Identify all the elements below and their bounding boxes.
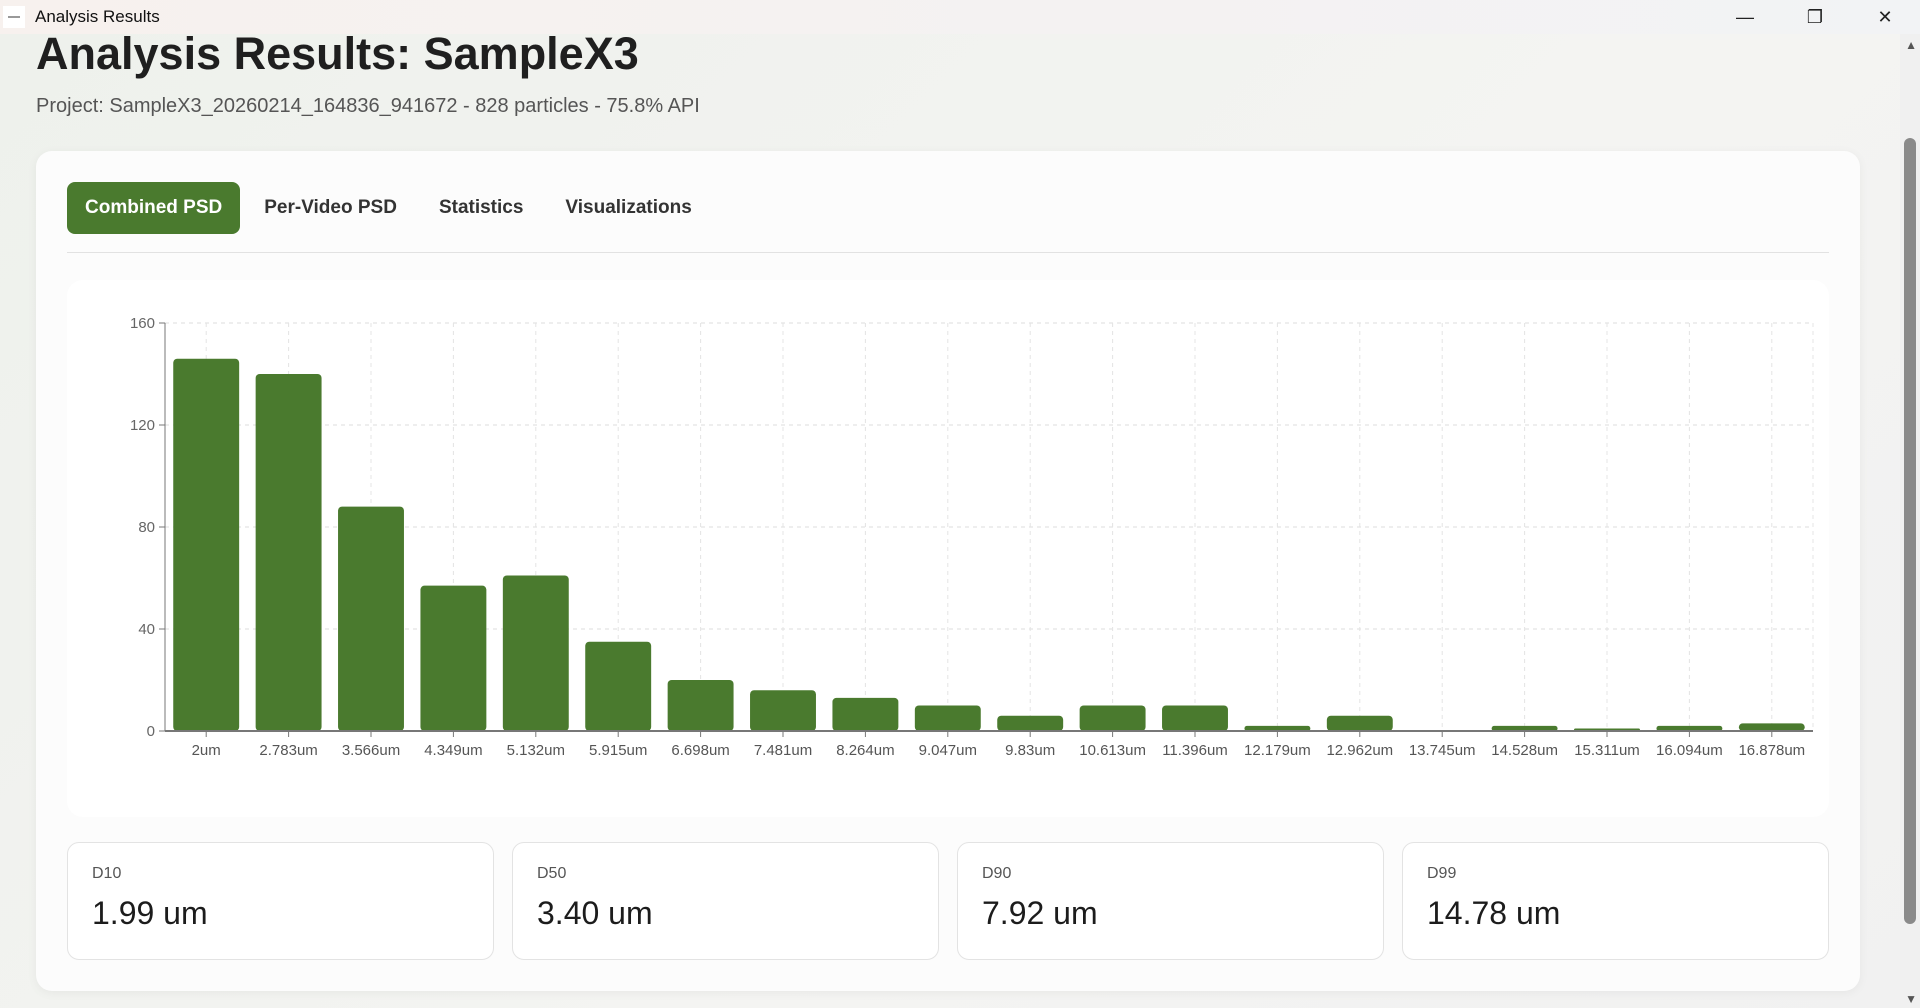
y-tick-label: 120 [130, 417, 155, 434]
stat-value: 14.78 um [1427, 895, 1561, 931]
window-title: Analysis Results [35, 7, 160, 26]
bar [914, 705, 981, 731]
bar [750, 690, 816, 731]
x-tick-label: 16.878um [1738, 742, 1805, 759]
stat-card-d90: D90 7.92 um [957, 842, 1384, 960]
bar [1244, 725, 1311, 731]
stat-value: 3.40 um [537, 895, 653, 931]
x-tick-label: 2.783um [259, 742, 317, 759]
scrollbar-thumb[interactable] [1904, 138, 1916, 924]
y-tick-label: 160 [130, 315, 155, 332]
x-tick-label: 11.396um [1162, 742, 1228, 759]
stat-label: D99 [1427, 865, 1457, 882]
stat-card-d10: D10 1.99 um [67, 842, 494, 960]
bar [1162, 705, 1228, 731]
x-tick-label: 10.613um [1079, 742, 1146, 759]
project-subtitle: Project: SampleX3_20260214_164836_941672… [36, 95, 700, 117]
scroll-down-icon[interactable]: ▼ [1905, 992, 1917, 1006]
psd-bar-chart: 0 40 80 120 160 2um 2.783um 3.566um 4.349um 5.132… [130, 315, 1814, 759]
x-tick-label: 12.179um [1244, 742, 1311, 759]
x-tick-label: 4.349um [424, 742, 482, 759]
bar [585, 641, 652, 731]
stat-value: 1.99 um [92, 895, 208, 931]
stat-value: 7.92 um [982, 895, 1098, 931]
bar [255, 374, 322, 731]
tab-bar: Combined PSD Per-Video PSD Statistics Vi… [67, 182, 710, 234]
x-tick-label: 6.698um [671, 742, 729, 759]
title-bar: Analysis Results — ❐ ✕ [0, 0, 1920, 34]
y-tick-label: 40 [138, 621, 155, 638]
tab-per-video-psd[interactable]: Per-Video PSD [264, 197, 397, 218]
app-icon [3, 6, 25, 28]
bar [997, 715, 1064, 731]
tab-combined-psd[interactable]: Combined PSD [67, 182, 241, 234]
page-title: Analysis Results: SampleX3 [36, 28, 639, 79]
x-tick-label: 8.264um [836, 742, 894, 759]
x-tick-label: 9.047um [919, 742, 977, 759]
x-tick-label: 14.528um [1491, 742, 1558, 759]
bar [667, 680, 734, 731]
restore-button[interactable]: ❐ [1806, 6, 1824, 27]
x-tick-label: 7.481um [754, 742, 812, 759]
bar [1738, 723, 1805, 731]
x-tick-label: 5.132um [507, 742, 565, 759]
x-tick-label: 15.311um [1574, 742, 1640, 759]
minimize-button[interactable]: — [1736, 6, 1754, 27]
tab-divider [67, 252, 1829, 253]
stat-label: D90 [982, 865, 1012, 882]
bar [502, 575, 569, 731]
close-button[interactable]: ✕ [1877, 6, 1893, 27]
x-tick-label: 5.915um [589, 742, 647, 759]
stat-label: D10 [92, 865, 122, 882]
bar [173, 358, 240, 731]
x-tick-label: 13.745um [1409, 742, 1476, 759]
psd-chart-panel: 0 40 80 120 160 2um 2.783um 3.566um 4.349um 5.132… [67, 280, 1829, 817]
results-card: Combined PSD Per-Video PSD Statistics Vi… [36, 151, 1860, 991]
bar [1656, 725, 1723, 731]
bar [420, 585, 487, 731]
stats-row: D10 1.99 um D50 3.40 um D90 7.92 um D99 14.7… [67, 842, 1829, 960]
stat-card-d99: D99 14.78 um [1402, 842, 1829, 960]
bar [1326, 715, 1393, 731]
x-tick-label: 9.83um [1005, 742, 1055, 759]
tab-statistics[interactable]: Statistics [438, 197, 524, 218]
stat-label: D50 [537, 865, 567, 882]
x-tick-label: 16.094um [1656, 742, 1723, 759]
vertical-scrollbar[interactable]: ▲ ▼ [1900, 34, 1920, 1008]
bar [338, 506, 404, 731]
y-tick-label: 0 [147, 723, 155, 740]
bar [1079, 705, 1146, 731]
tab-visualizations[interactable]: Visualizations [565, 197, 692, 218]
scroll-up-icon[interactable]: ▲ [1905, 38, 1917, 52]
stat-card-d50: D50 3.40 um [512, 842, 939, 960]
x-tick-label: 3.566um [342, 742, 400, 759]
y-tick-label: 80 [138, 519, 155, 536]
x-tick-label: 12.962um [1326, 742, 1393, 759]
bar [1491, 725, 1558, 731]
bar [832, 697, 899, 731]
x-tick-label: 2um [192, 742, 221, 759]
